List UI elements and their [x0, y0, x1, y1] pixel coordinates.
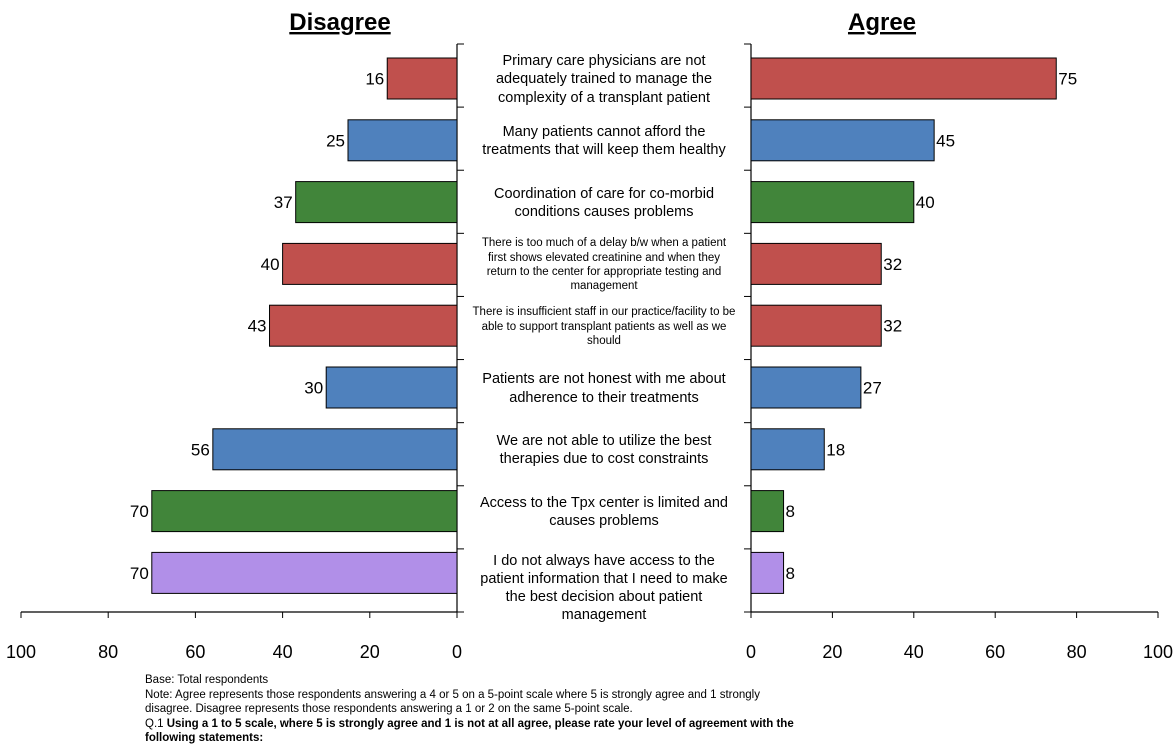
- disagree-value-label: 37: [274, 193, 293, 212]
- agree-x-tick-label: 80: [1067, 642, 1087, 662]
- agree-definition-note-line2: disagree. Disagree represents those resp…: [145, 703, 633, 715]
- chart-notes: Base: Total respondents Note: Agree repr…: [145, 673, 1145, 746]
- disagree-value-label: 40: [261, 255, 280, 274]
- question-line2: following statements:: [145, 732, 264, 744]
- agree-value-label: 27: [863, 379, 882, 398]
- disagree-x-tick-label: 40: [273, 642, 293, 662]
- agree-x-tick-label: 100: [1143, 642, 1173, 662]
- disagree-value-label: 16: [365, 70, 384, 89]
- disagree-bar: [282, 242, 458, 285]
- disagree-value-label: 70: [130, 564, 149, 583]
- statement-label: Patients are not honest with me about ad…: [482, 371, 726, 406]
- statement-label: Many patients cannot afford the treatmen…: [482, 124, 726, 159]
- disagree-x-tick-label: 20: [360, 642, 380, 662]
- disagree-bar: [325, 366, 458, 409]
- agree-bar: [750, 490, 785, 533]
- agree-x-tick-label: 0: [746, 642, 756, 662]
- agree-x-tick-label: 60: [985, 642, 1005, 662]
- agree-bar: [750, 119, 935, 162]
- disagree-x-tick-label: 0: [452, 642, 462, 662]
- disagree-bar: [269, 304, 458, 347]
- statement-label: We are not able to utilize the best ther…: [496, 433, 712, 468]
- statement-label: Access to the Tpx center is limited and …: [480, 494, 728, 530]
- disagree-bar: [295, 181, 458, 224]
- agree-bar: [750, 57, 1057, 100]
- agree-value-label: 75: [1058, 70, 1077, 89]
- agree-panel-title: Agree: [848, 9, 916, 36]
- disagree-bar: [386, 57, 458, 100]
- agree-bar: [750, 181, 915, 224]
- statement-label: Coordination of care for co-morbid condi…: [493, 185, 715, 221]
- disagree-x-tick-label: 100: [6, 642, 36, 662]
- agree-value-label: 32: [883, 317, 902, 336]
- disagree-bar: [212, 428, 458, 471]
- disagree-value-label: 25: [326, 131, 345, 150]
- question-text: Using a 1 to 5 scale, where 5 is strongl…: [166, 717, 794, 730]
- disagree-value-label: 43: [248, 317, 267, 336]
- statement-label: Primary care physicians are not adequate…: [495, 53, 713, 106]
- agree-bar: [750, 304, 882, 347]
- disagree-value-label: 56: [191, 440, 210, 459]
- agree-value-label: 40: [916, 193, 935, 212]
- disagree-panel-title: Disagree: [289, 9, 390, 36]
- agree-bar: [750, 366, 862, 409]
- disagree-bar: [151, 551, 458, 594]
- disagree-value-label: 70: [130, 502, 149, 521]
- disagree-value-label: 30: [304, 379, 323, 398]
- agree-value-label: 8: [786, 564, 795, 583]
- agree-value-label: 18: [826, 440, 845, 459]
- statement-label: I do not always have access to the patie…: [480, 552, 728, 624]
- question-line1: Q.1 Using a 1 to 5 scale, where 5 is str…: [145, 717, 1145, 732]
- statement-label: There is too much of a delay b/w when a …: [481, 237, 727, 293]
- disagree-x-tick-label: 80: [98, 642, 118, 662]
- agree-bar: [750, 551, 785, 594]
- agree-definition-note-line1: Note: Agree represents those respondents…: [145, 688, 760, 701]
- agree-bar: [750, 242, 882, 285]
- statement-label: There is insufficient staff in our pract…: [472, 306, 736, 347]
- disagree-x-tick-label: 60: [185, 642, 205, 662]
- agree-value-label: 45: [936, 131, 955, 150]
- agree-x-tick-label: 40: [904, 642, 924, 662]
- question-prefix: Q.1: [145, 717, 167, 730]
- agree-bar: [750, 428, 825, 471]
- agree-x-tick-label: 20: [822, 642, 842, 662]
- disagree-bar: [151, 490, 458, 533]
- disagree-bar: [347, 119, 458, 162]
- agree-value-label: 8: [786, 502, 795, 521]
- agree-value-label: 32: [883, 255, 902, 274]
- base-note: Base: Total respondents: [145, 674, 269, 686]
